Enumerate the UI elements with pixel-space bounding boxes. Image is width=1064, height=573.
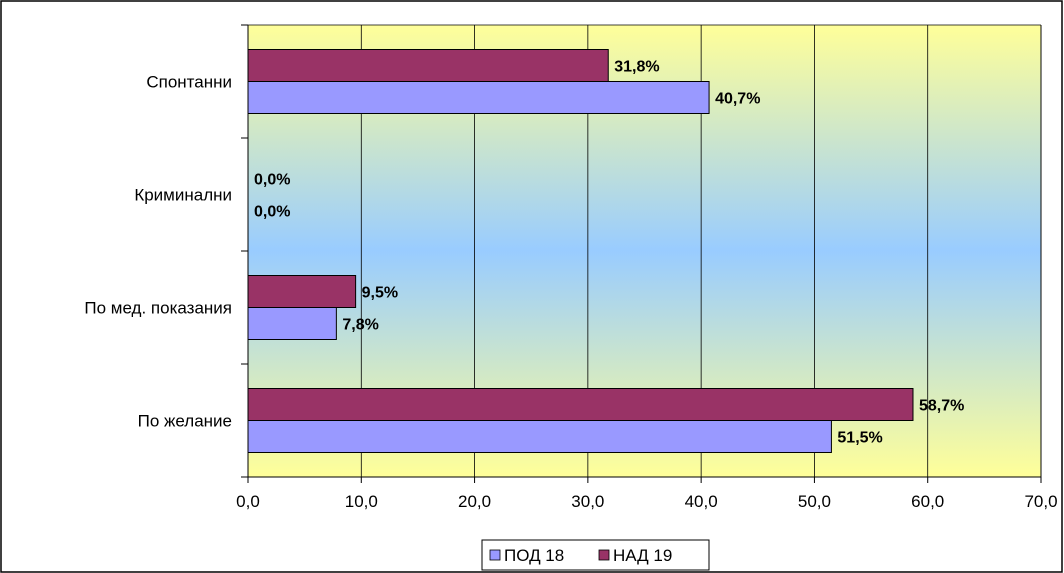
bar-series-0 [247,275,357,308]
category-label: Криминални [134,186,232,205]
data-labels: 31,8% 40,7% 0,0% 0,0% 9,5% 7,8% 58,7% 51,5% [254,59,964,447]
bar-series-1 [247,307,337,340]
data-label-series-0: 9,5% [362,285,398,302]
x-axis-ticks: 0,0 10,0 20,0 30,0 40,0 50,0 60,0 70,0 [236,477,1058,511]
y-axis-ticks [241,24,248,478]
data-label-series-1: 7,8% [342,317,378,334]
legend-label-series-1: НАД 19 [613,546,672,565]
legend-swatch-series-1 [598,549,610,561]
x-tick-label: 20,0 [458,492,491,511]
category-label: Спонтанни [146,73,232,92]
legend-swatch-series-0 [489,549,501,561]
x-tick-label: 40,0 [685,492,718,511]
data-label-series-0: 58,7% [919,398,964,415]
data-label-series-0: 31,8% [614,59,659,76]
legend-box [481,539,710,571]
bar-series-1 [247,420,832,453]
category-label: По мед. показания [84,299,232,318]
category-labels: Спонтанни Криминални По мед. показания По ж… [84,73,232,431]
data-label-series-1: 51,5% [837,430,882,447]
legend-label-series-0: ПОД 18 [504,546,564,565]
x-tick-label: 0,0 [236,492,260,511]
bar-series-1 [247,81,710,114]
bar-series-0 [247,388,914,421]
x-tick-label: 30,0 [571,492,604,511]
x-tick-label: 60,0 [911,492,944,511]
data-label-series-1: 40,7% [715,91,760,108]
data-label-series-0: 0,0% [254,172,290,189]
bar-series-0 [247,49,609,82]
bars [247,49,914,453]
x-tick-label: 10,0 [345,492,378,511]
data-label-series-1: 0,0% [254,204,290,221]
category-label: По желание [138,412,232,431]
x-tick-label: 50,0 [798,492,831,511]
x-tick-label: 70,0 [1024,492,1057,511]
legend: ПОД 18 НАД 19 [481,539,710,571]
